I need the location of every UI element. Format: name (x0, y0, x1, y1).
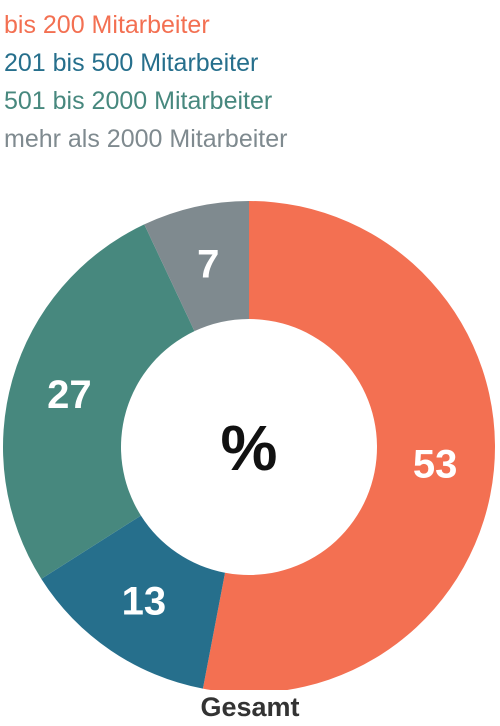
chart-caption: Gesamt (200, 692, 300, 722)
center-unit-label: % (221, 412, 278, 484)
donut-chart: 53 13 27 7 % (2, 201, 495, 690)
slice-201-bis-500-mitarbeiter (41, 515, 226, 689)
slice-bis-200-mitarbeiter (202, 201, 495, 690)
chart-legend: bis 200 Mitarbeiter 201 bis 500 Mitarbei… (4, 6, 287, 158)
legend-entry-bis-200: bis 200 Mitarbeiter (4, 11, 210, 39)
slice-501-bis-2000-mitarbeiter (2, 224, 195, 579)
slice-value-501-bis-2000-mitarbeiter: 27 (47, 373, 92, 417)
legend-entry-501-bis-2000: 501 bis 2000 Mitarbeiter (4, 87, 273, 115)
legend-entry-201-bis-500: 201 bis 500 Mitarbeiter (4, 49, 259, 77)
legend-entry-mehr-als-2000: mehr als 2000 Mitarbeiter (4, 125, 288, 153)
slice-value-bis-200-mitarbeiter: 53 (413, 443, 458, 487)
slice-value-201-bis-500-mitarbeiter: 13 (122, 580, 167, 624)
donut-slice-labels: 53 13 27 7 (47, 243, 457, 624)
donut-slices (2, 201, 495, 690)
slice-mehr-als-2000-mitarbeiter (144, 201, 249, 332)
slice-value-mehr-als-2000-mitarbeiter: 7 (197, 243, 219, 287)
